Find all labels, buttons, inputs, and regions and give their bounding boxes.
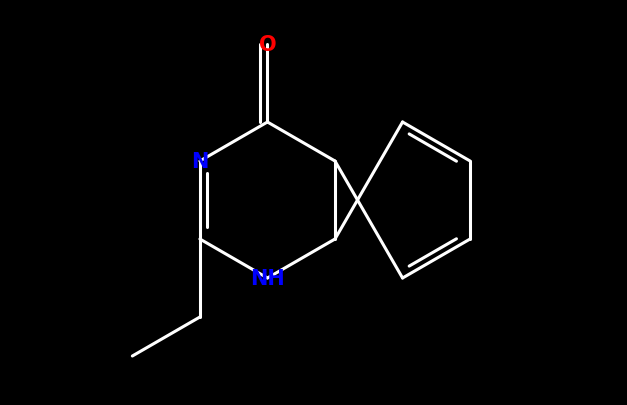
Text: N: N [191,151,209,172]
Text: O: O [259,35,277,55]
Text: NH: NH [250,269,285,288]
